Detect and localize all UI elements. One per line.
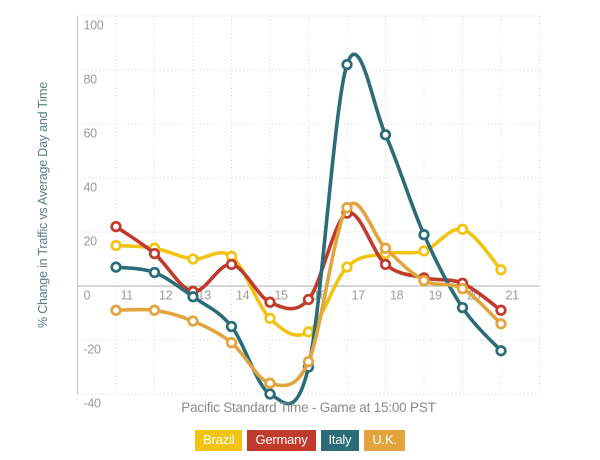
y-tick-label--40: -40 (84, 397, 102, 411)
data-point-u-k-12[interactable] (148, 304, 161, 316)
data-point-italy-15[interactable] (264, 388, 276, 400)
data-point-italy-12[interactable] (148, 266, 161, 279)
data-point-u-k-14[interactable] (225, 337, 238, 349)
data-point-u-k-18[interactable] (379, 242, 392, 254)
data-point-italy-17[interactable] (341, 58, 353, 71)
data-point-germany-11[interactable] (110, 220, 122, 233)
y-axis-title: % Change in Traffic vs Average Day and T… (36, 82, 50, 328)
data-point-germany-18[interactable] (379, 258, 392, 271)
y-tick-label-80: 80 (84, 73, 98, 87)
data-point-germany-21[interactable] (495, 304, 507, 316)
legend-item-u-k[interactable]: U.K. (364, 430, 405, 451)
data-point-brazil-19[interactable] (418, 245, 430, 257)
data-point-germany-16[interactable] (302, 293, 315, 306)
data-point-italy-21[interactable] (495, 345, 507, 357)
data-point-brazil-11[interactable] (110, 239, 122, 252)
data-point-brazil-16[interactable] (302, 326, 315, 338)
x-axis-title: Pacific Standard Time - Game at 15:00 PS… (181, 400, 436, 415)
legend-item-brazil[interactable]: Brazil (195, 430, 243, 451)
x-tick-label-19: 19 (429, 289, 443, 303)
series-line-u-k (114, 201, 503, 388)
y-tick-label--20: -20 (84, 343, 102, 357)
data-point-u-k-21[interactable] (495, 318, 507, 330)
data-point-italy-14[interactable] (225, 320, 238, 333)
x-tick-label-21: 21 (506, 289, 520, 303)
x-tick-label-12: 12 (159, 289, 173, 303)
data-point-u-k-16[interactable] (302, 355, 315, 368)
data-point-u-k-13[interactable] (187, 315, 199, 327)
data-point-brazil-17[interactable] (341, 261, 353, 273)
y-tick-label-0: 0 (84, 289, 91, 303)
series-line-germany (114, 211, 503, 313)
data-point-u-k-15[interactable] (264, 377, 276, 389)
data-point-italy-18[interactable] (379, 129, 392, 141)
x-tick-label-17: 17 (352, 289, 366, 303)
data-point-brazil-13[interactable] (187, 253, 199, 265)
data-point-brazil-20[interactable] (456, 223, 469, 235)
data-point-u-k-20[interactable] (456, 283, 469, 295)
data-point-italy-20[interactable] (456, 301, 469, 314)
data-point-u-k-19[interactable] (418, 274, 430, 287)
data-point-italy-11[interactable] (110, 261, 122, 273)
data-point-italy-19[interactable] (418, 229, 430, 241)
x-tick-label-18: 18 (390, 289, 404, 303)
x-tick-label-13: 13 (198, 289, 212, 303)
data-point-germany-14[interactable] (225, 258, 238, 271)
x-tick-label-11: 11 (121, 289, 134, 303)
data-point-u-k-17[interactable] (341, 202, 353, 214)
legend: Brazil Germany Italy U.K. (0, 430, 600, 451)
x-tick-label-15: 15 (275, 289, 289, 303)
data-point-germany-12[interactable] (148, 247, 161, 260)
x-tick-label-14: 14 (236, 289, 250, 303)
y-tick-label-60: 60 (84, 127, 98, 141)
y-tick-label-20: 20 (84, 235, 98, 249)
data-point-brazil-21[interactable] (495, 264, 507, 276)
data-point-italy-13[interactable] (187, 291, 199, 303)
y-tick-label-100: 100 (84, 19, 104, 33)
legend-item-italy[interactable]: Italy (320, 430, 360, 451)
y-tick-label-40: 40 (84, 181, 98, 195)
data-point-brazil-15[interactable] (264, 312, 276, 325)
data-point-u-k-11[interactable] (110, 304, 122, 316)
legend-item-germany[interactable]: Germany (247, 430, 316, 451)
data-point-germany-15[interactable] (264, 296, 276, 308)
